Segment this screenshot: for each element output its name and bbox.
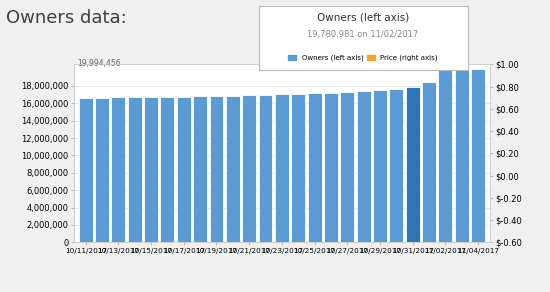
Bar xyxy=(373,90,387,242)
Bar xyxy=(258,95,272,242)
Legend: Owners (left axis), Price (right axis): Owners (left axis), Price (right axis) xyxy=(285,52,441,64)
Bar xyxy=(193,96,207,242)
Text: Owners data:: Owners data: xyxy=(6,9,126,27)
Text: Owners (left axis): Owners (left axis) xyxy=(317,12,409,22)
Bar xyxy=(455,69,469,242)
Bar xyxy=(242,95,256,242)
Bar xyxy=(389,89,403,242)
Bar xyxy=(438,70,452,242)
Bar xyxy=(177,97,191,242)
Bar xyxy=(340,92,354,242)
Bar xyxy=(128,97,142,242)
Bar xyxy=(356,91,371,242)
Bar xyxy=(275,95,289,242)
Text: 19,780,981 on 11/02/2017: 19,780,981 on 11/02/2017 xyxy=(307,29,419,39)
Bar xyxy=(307,93,322,242)
Bar xyxy=(79,98,92,242)
Bar xyxy=(112,98,125,242)
Bar xyxy=(406,87,420,242)
Bar xyxy=(422,82,436,242)
Bar xyxy=(161,97,174,242)
Bar xyxy=(144,97,158,242)
Bar xyxy=(324,93,338,242)
Text: 19,994,456: 19,994,456 xyxy=(78,59,121,68)
Bar xyxy=(95,98,109,242)
Bar xyxy=(471,69,485,242)
Bar xyxy=(210,96,223,242)
Bar xyxy=(226,96,240,242)
Bar xyxy=(292,94,305,242)
